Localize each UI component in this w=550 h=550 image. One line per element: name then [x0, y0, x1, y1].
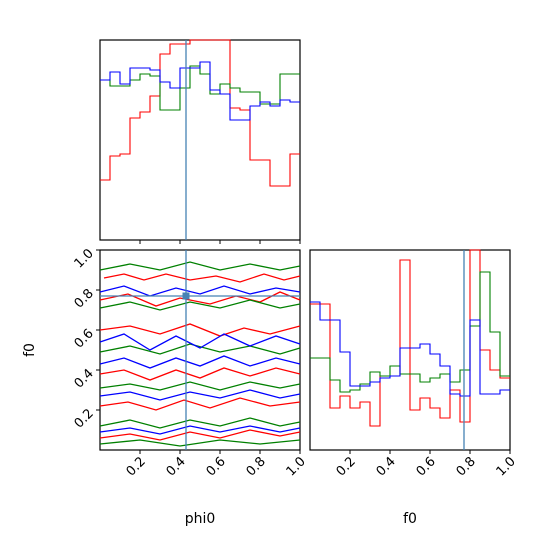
- hist-f0-x-tick-label-1: 0.4: [374, 454, 399, 479]
- contour-y-tick-label-4: 1.0: [72, 246, 97, 271]
- hist-f0-x-tick-label-0: 0.2: [334, 454, 359, 479]
- hist-f0-step-series-2: [310, 301, 510, 397]
- hist-phi0-panel: [99, 39, 301, 244]
- contour-series-1-path-2: [99, 343, 301, 355]
- hist-f0-step-series-1: [310, 271, 510, 393]
- contour-series-1-path-3: [99, 381, 301, 391]
- contour-series-0-path-2: [99, 323, 301, 337]
- hist-phi0-series: [100, 39, 300, 187]
- contour-x-tick-label-0: 0.2: [124, 454, 149, 479]
- contour-y-tick-label-0: 0.2: [72, 406, 97, 431]
- contour-series-2-path-2: [99, 355, 301, 369]
- hist-f0-x-tick-label-3: 0.8: [454, 454, 479, 479]
- contour-panel: 0.2 0.4 0.6 0.8 1.0 0.2 0.4 0.6 0.8 1.0 phi0 f0: [22, 246, 309, 527]
- contour-series-2-path-0: [99, 285, 301, 297]
- hist-phi0-step-series-0: [100, 39, 300, 187]
- contour-x-ticks: 0.2 0.4 0.6 0.8 1.0: [124, 450, 309, 479]
- contour-series-1-path-4: [99, 417, 301, 429]
- hist-f0-x-tick-label-2: 0.6: [414, 454, 439, 479]
- hist-f0-x-ticks: 0.2 0.4 0.6 0.8 1.0: [334, 450, 519, 479]
- contour-series-0-path-1: [99, 291, 301, 307]
- contour-series-1-path-0: [99, 261, 301, 271]
- contour-series-0-path-5: [99, 429, 301, 441]
- contour-series-0-path-4: [99, 397, 301, 411]
- hist-f0-series: [310, 249, 510, 427]
- x-axis-label-phi0: phi0: [185, 511, 216, 527]
- hist-f0-panel: 0.2 0.4 0.6 0.8 1.0 f0: [309, 249, 519, 527]
- hist-f0-frame: [309, 249, 511, 451]
- contour-series-1-path-1: [99, 299, 301, 311]
- contour-y-ticks: 0.2 0.4 0.6 0.8 1.0: [72, 246, 100, 431]
- contour-x-tick-label-4: 1.0: [284, 454, 309, 479]
- contour-x-tick-label-3: 0.8: [244, 454, 269, 479]
- contour-frame: [99, 249, 301, 451]
- hist-f0-step-series-0: [310, 249, 510, 427]
- contour-series-2-path-3: [99, 389, 301, 401]
- contour-series-0-path-3: [99, 367, 301, 381]
- x-axis-label-f0: f0: [403, 511, 417, 527]
- contour-series-0-path-0: [103, 273, 301, 283]
- contour-y-tick-label-1: 0.4: [72, 366, 97, 391]
- hist-f0-x-tick-label-4: 1.0: [494, 454, 519, 479]
- y-axis-label-f0: f0: [22, 343, 38, 357]
- hist-phi0-step-series-2: [100, 61, 300, 121]
- contour-series: [99, 261, 301, 447]
- hist-phi0-ticks: [139, 240, 301, 244]
- contour-series-1-path-5: [99, 439, 301, 447]
- contour-series-2-path-4: [99, 425, 301, 435]
- contour-y-tick-label-2: 0.6: [72, 326, 97, 351]
- contour-x-tick-label-1: 0.4: [164, 454, 189, 479]
- truth-point-marker: [182, 292, 190, 300]
- contour-x-tick-label-2: 0.6: [204, 454, 229, 479]
- contour-series-2-path-1: [99, 333, 301, 351]
- contour-y-tick-label-3: 0.8: [72, 286, 97, 311]
